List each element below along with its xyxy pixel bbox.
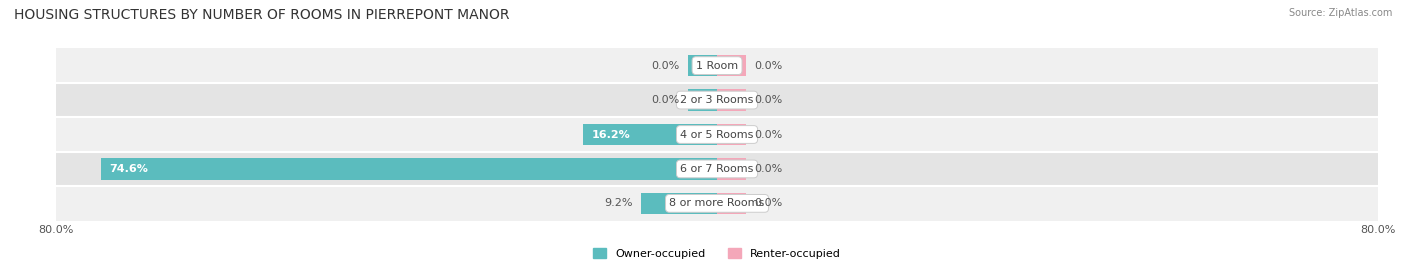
Bar: [717, 89, 747, 111]
Text: 4 or 5 Rooms: 4 or 5 Rooms: [681, 129, 754, 140]
Bar: [717, 193, 747, 214]
Text: 0.0%: 0.0%: [754, 95, 783, 105]
Legend: Owner-occupied, Renter-occupied: Owner-occupied, Renter-occupied: [589, 243, 845, 263]
Text: 74.6%: 74.6%: [110, 164, 148, 174]
Text: 0.0%: 0.0%: [754, 198, 783, 208]
Text: Source: ZipAtlas.com: Source: ZipAtlas.com: [1288, 8, 1392, 18]
Text: 2 or 3 Rooms: 2 or 3 Rooms: [681, 95, 754, 105]
Bar: [56, 117, 1378, 152]
Text: 0.0%: 0.0%: [754, 164, 783, 174]
Bar: [717, 124, 747, 145]
Bar: [641, 193, 717, 214]
Bar: [56, 152, 1378, 186]
Bar: [583, 124, 717, 145]
Text: HOUSING STRUCTURES BY NUMBER OF ROOMS IN PIERREPONT MANOR: HOUSING STRUCTURES BY NUMBER OF ROOMS IN…: [14, 8, 509, 22]
Text: 6 or 7 Rooms: 6 or 7 Rooms: [681, 164, 754, 174]
Bar: [717, 158, 747, 180]
Text: 0.0%: 0.0%: [651, 61, 681, 71]
Text: 1 Room: 1 Room: [696, 61, 738, 71]
Bar: [688, 55, 717, 76]
Bar: [56, 186, 1378, 221]
Bar: [101, 158, 717, 180]
Text: 8 or more Rooms: 8 or more Rooms: [669, 198, 765, 208]
Bar: [688, 89, 717, 111]
Bar: [56, 83, 1378, 117]
Bar: [56, 48, 1378, 83]
Text: 0.0%: 0.0%: [651, 95, 681, 105]
Text: 0.0%: 0.0%: [754, 61, 783, 71]
Text: 16.2%: 16.2%: [592, 129, 630, 140]
Text: 9.2%: 9.2%: [605, 198, 633, 208]
Text: 0.0%: 0.0%: [754, 129, 783, 140]
Bar: [717, 55, 747, 76]
